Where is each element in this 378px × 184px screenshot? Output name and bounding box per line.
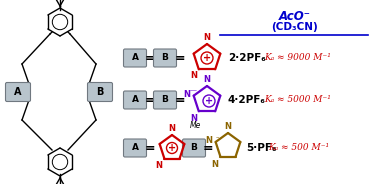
Text: N: N [206,137,213,146]
Text: AcO⁻: AcO⁻ [279,10,311,23]
Text: N: N [225,122,231,131]
Text: N: N [190,71,197,80]
Text: N: N [211,160,218,169]
Text: N: N [155,160,163,169]
Text: =: = [175,93,185,107]
Text: 2·2PF₆: 2·2PF₆ [228,53,266,63]
Text: +: + [203,53,211,63]
Text: N: N [203,75,211,84]
Text: B: B [191,144,197,153]
Text: N: N [169,124,175,133]
Text: Kₐ ≈ 9000 M⁻¹: Kₐ ≈ 9000 M⁻¹ [264,54,331,63]
FancyBboxPatch shape [124,91,147,109]
Text: B: B [161,95,169,105]
Text: A: A [14,87,22,97]
Text: 4·2PF₆: 4·2PF₆ [228,95,266,105]
Text: N: N [190,114,197,123]
FancyBboxPatch shape [87,82,113,102]
FancyBboxPatch shape [153,49,177,67]
Text: Me: Me [190,121,201,130]
Text: +: + [168,143,176,153]
Text: A: A [132,144,138,153]
Text: =: = [175,52,185,65]
Text: –: – [216,135,220,141]
FancyBboxPatch shape [6,82,31,102]
Text: +: + [205,96,213,106]
FancyBboxPatch shape [183,139,206,157]
Text: N: N [184,90,191,99]
FancyBboxPatch shape [124,49,147,67]
Text: N: N [203,33,211,42]
Text: B: B [161,54,169,63]
Text: 5·PF₆: 5·PF₆ [246,143,276,153]
Text: Kₐ ≈ 500 M⁻¹: Kₐ ≈ 500 M⁻¹ [268,144,329,153]
Text: (CD₃CN): (CD₃CN) [272,22,318,32]
FancyBboxPatch shape [124,139,147,157]
Text: B: B [96,87,104,97]
Text: A: A [132,95,138,105]
FancyBboxPatch shape [153,91,177,109]
Text: A: A [132,54,138,63]
Text: —: — [189,87,196,93]
Text: Kₐ ≈ 5000 M⁻¹: Kₐ ≈ 5000 M⁻¹ [264,95,331,105]
Text: =: = [203,141,213,155]
Text: =: = [145,93,155,107]
Text: =: = [145,141,155,155]
Text: =: = [145,52,155,65]
